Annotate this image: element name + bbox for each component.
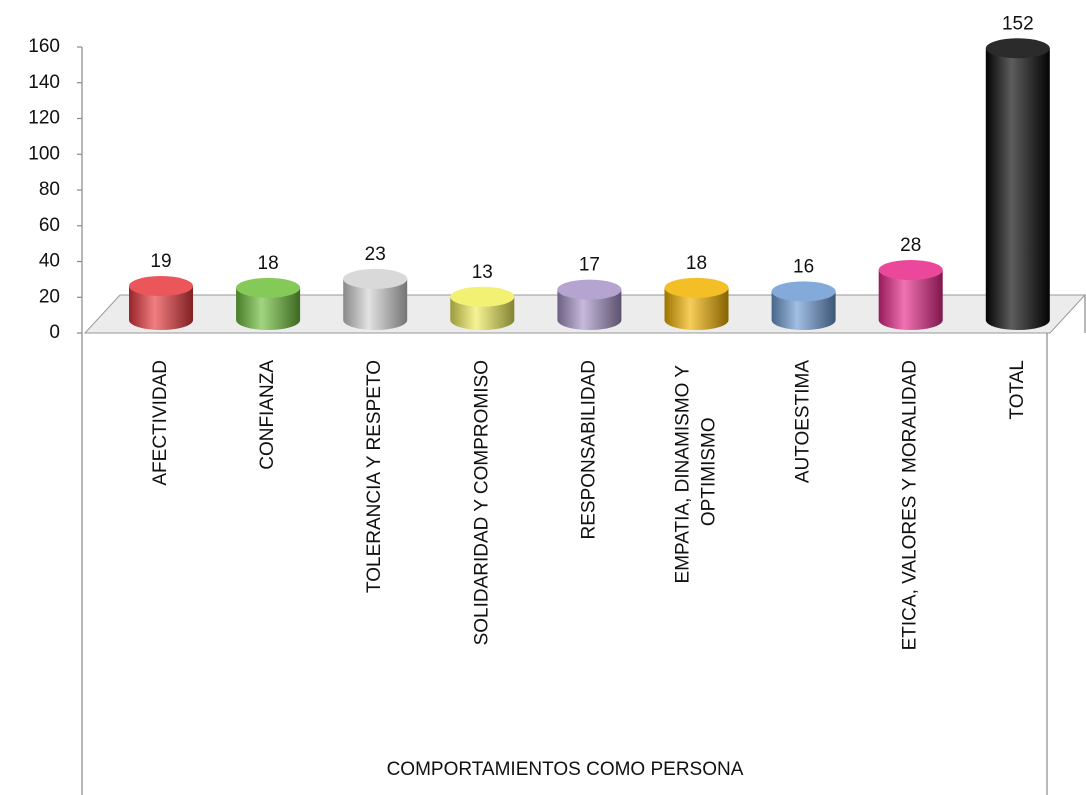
y-tick-label: 0 [49,322,60,343]
y-tick-label: 100 [28,143,60,164]
bar-top [771,281,836,302]
bar [878,269,943,330]
data-label: 13 [472,262,493,283]
data-label: 28 [900,235,921,256]
bar [236,287,301,330]
bar-top [664,277,729,298]
data-label: 18 [686,253,707,274]
bar [664,287,729,330]
bar [129,286,193,330]
bar [343,278,408,330]
bar-top [236,277,301,298]
y-tick-label: 160 [28,36,60,57]
bar-top [878,259,943,280]
bar-top [450,286,515,307]
bar [557,289,622,330]
data-label: 19 [150,251,171,272]
bar-top [557,279,622,300]
x-tick-label: TOTAL [1007,360,1028,419]
x-tick-label: SOLIDARIDAD Y COMPROMISO [471,360,492,645]
x-tick-label: ETICA, VALORES Y MORALIDAD [900,360,921,650]
data-label: 152 [1002,13,1034,34]
x-tick-label: EMPATIA, DINAMISMO Y OPTIMISMO [673,360,720,583]
y-tick-label: 120 [28,108,60,129]
y-tick-label: 20 [39,286,60,307]
x-tick-label: AFECTIVIDAD [150,360,171,486]
data-label: 16 [793,256,814,277]
bar-top [343,268,408,289]
data-label: 17 [579,255,600,276]
data-label: 18 [258,253,279,274]
x-tick-label: TOLERANCIA Y RESPETO [364,360,385,593]
bar [985,48,1050,331]
x-tick-label: CONFIANZA [257,360,278,470]
bar-top [129,276,193,297]
x-tick-label: RESPONSABILIDAD [578,360,599,540]
y-tick-label: 40 [39,251,60,272]
data-label: 23 [365,244,386,265]
y-tick-label: 60 [39,215,60,236]
y-tick-label: 140 [28,72,60,93]
y-tick-label: 80 [39,179,60,200]
bar [771,291,836,330]
x-axis-label: COMPORTAMIENTOS COMO PERSONA [387,759,744,780]
x-tick-label: AUTOESTIMA [793,360,814,483]
bar-top [985,38,1050,59]
